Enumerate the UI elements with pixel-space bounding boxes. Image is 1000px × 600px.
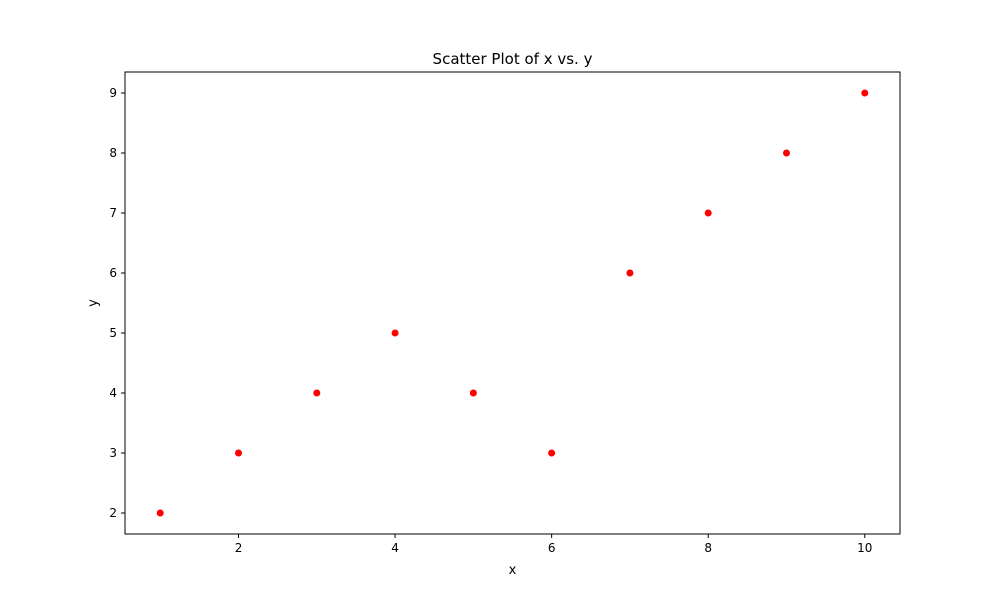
scatter-point [156,509,164,517]
x-tick-label: 10 [857,541,872,555]
plot-area [124,71,901,535]
scatter-point [782,149,790,157]
x-tick-label: 6 [548,541,556,555]
y-axis: 2 3 4 5 6 7 8 9 [109,86,125,520]
scatter-point [861,89,869,97]
x-tick-label: 2 [235,541,243,555]
y-tick-label: 8 [109,146,117,160]
scatter-point [313,389,321,397]
chart-title: Scatter Plot of x vs. y [433,50,593,68]
y-tick-label: 9 [109,86,117,100]
scatter-point [548,449,556,457]
scatter-point [235,449,243,457]
scatter-point [391,329,399,337]
data-points [156,89,869,517]
y-tick-label: 3 [109,446,117,460]
x-axis: 2 4 6 8 10 [235,534,872,555]
scatter-point [704,209,712,217]
y-tick-label: 7 [109,206,117,220]
y-tick-label: 4 [109,386,117,400]
x-tick-label: 4 [391,541,399,555]
scatter-point [626,269,634,277]
y-tick-label: 5 [109,326,117,340]
x-tick-label: 8 [704,541,712,555]
x-axis-label: x [509,563,517,578]
y-tick-label: 6 [109,266,117,280]
y-tick-label: 2 [109,506,117,520]
y-axis-label: y [86,299,101,307]
scatter-point [469,389,477,397]
